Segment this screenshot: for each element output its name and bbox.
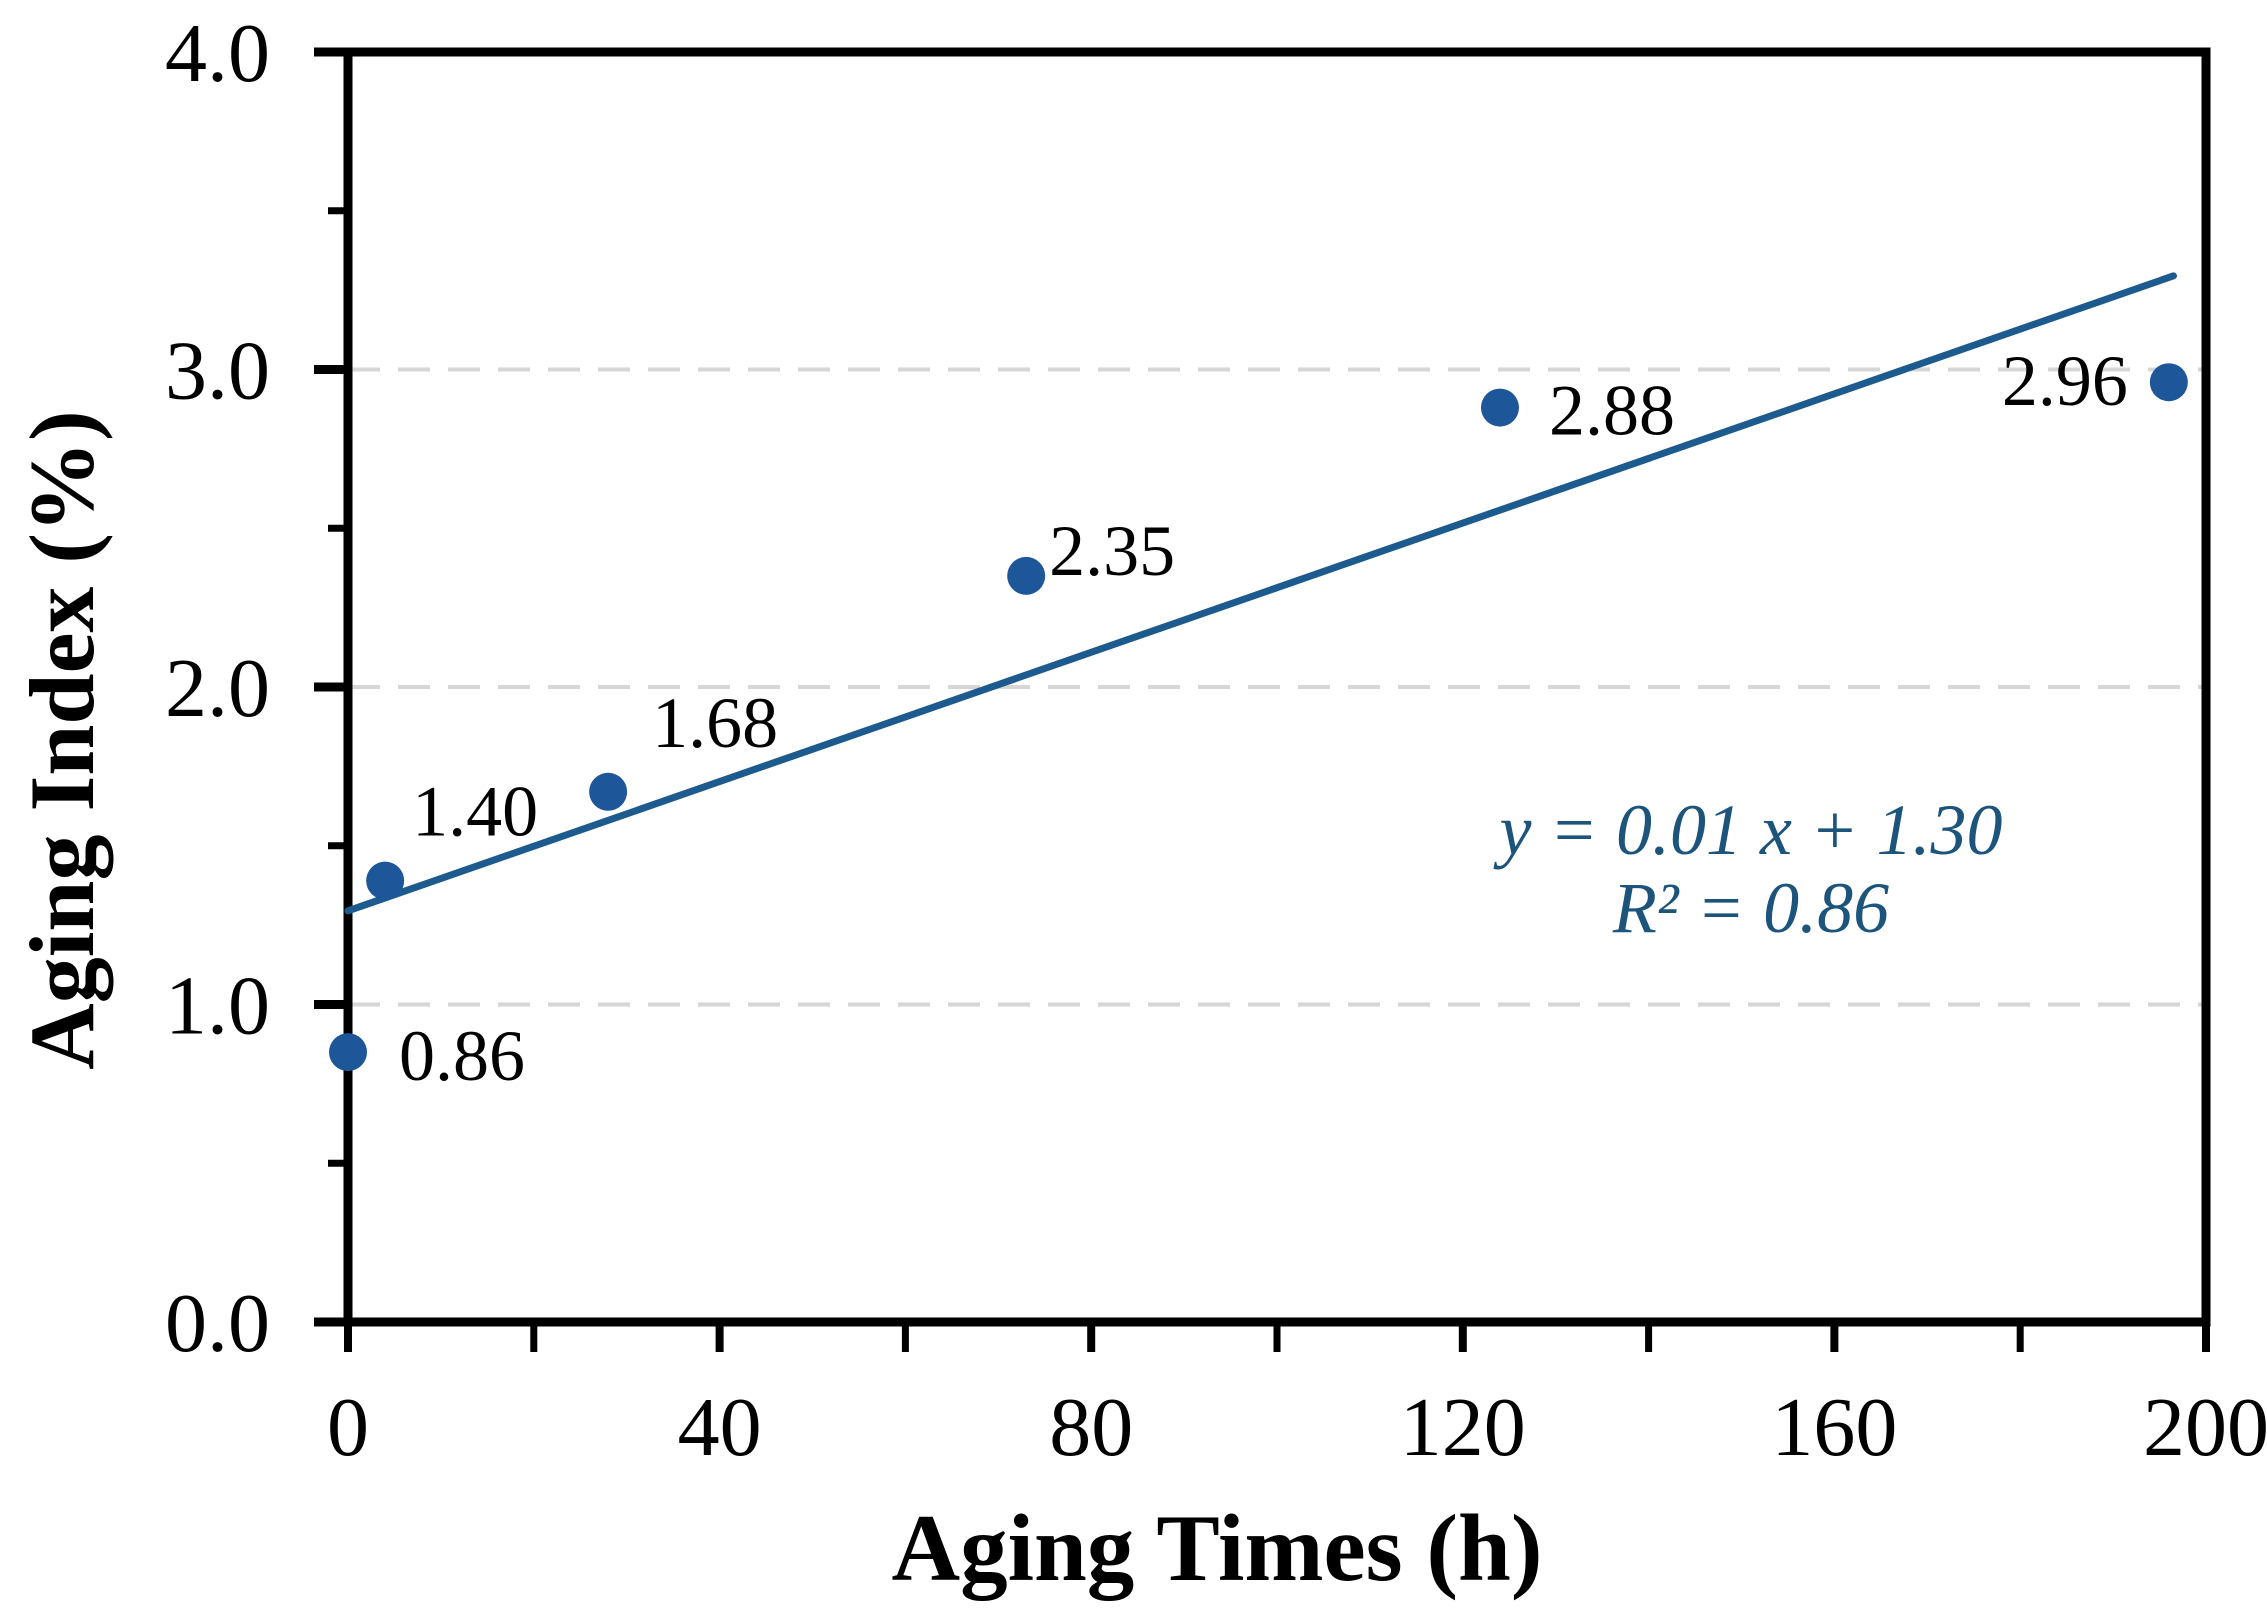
data-point-marker bbox=[589, 772, 628, 811]
data-point-marker bbox=[366, 861, 405, 900]
x-tick-label: 120 bbox=[1400, 1381, 1526, 1474]
data-point-label: 1.68 bbox=[652, 683, 778, 763]
y-tick-label: 4.0 bbox=[165, 7, 270, 100]
y-tick-label: 1.0 bbox=[165, 960, 270, 1053]
x-tick-label: 200 bbox=[2143, 1381, 2267, 1474]
y-tick-label: 2.0 bbox=[165, 642, 270, 735]
data-point-label: 2.88 bbox=[1549, 371, 1675, 451]
trendline-equation: y = 0.01 x + 1.30 R² = 0.86 bbox=[1251, 791, 2251, 947]
data-point-label: 0.86 bbox=[399, 1016, 525, 1096]
data-point-label: 2.35 bbox=[1049, 511, 1175, 591]
x-tick-label: 80 bbox=[1049, 1381, 1133, 1474]
y-tick-label: 0.0 bbox=[165, 1277, 270, 1370]
trend-line bbox=[344, 272, 2177, 915]
data-point-marker bbox=[1480, 388, 1519, 427]
trendline-equation-line1: y = 0.01 x + 1.30 bbox=[1499, 790, 2003, 870]
data-point-label: 2.96 bbox=[2002, 341, 2128, 421]
x-axis-title: Aging Times (h) bbox=[891, 1495, 1543, 1601]
x-tick-label: 160 bbox=[1771, 1381, 1897, 1474]
data-point-marker bbox=[1007, 556, 1046, 595]
y-axis-title: Aging Index (%) bbox=[11, 410, 113, 1070]
x-tick-label: 40 bbox=[678, 1381, 762, 1474]
x-tick-label: 0 bbox=[327, 1381, 369, 1474]
trendline-r-squared: R² = 0.86 bbox=[1612, 868, 1890, 948]
data-point-label: 1.40 bbox=[412, 772, 538, 852]
data-point-marker bbox=[2149, 363, 2188, 402]
y-tick-label: 3.0 bbox=[165, 325, 270, 418]
data-point-marker bbox=[329, 1033, 367, 1072]
